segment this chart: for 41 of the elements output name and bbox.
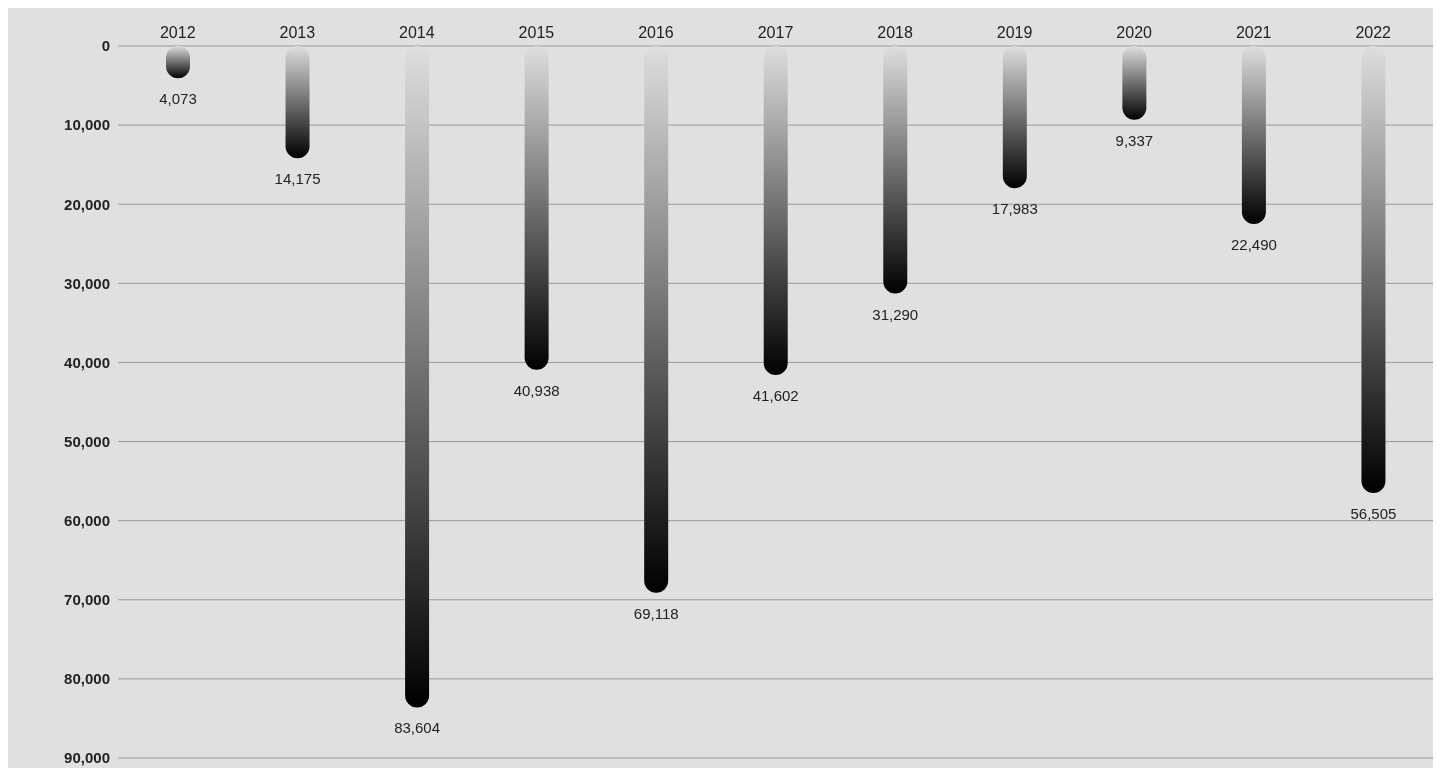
data-label: 40,938 (513, 381, 560, 399)
x-tick-label: 2020 (1116, 24, 1153, 41)
x-tick-label: 2019 (996, 24, 1033, 41)
data-label: 4,073 (159, 90, 197, 108)
y-tick-label: 60,000 (64, 511, 110, 529)
y-tick-label: 70,000 (64, 591, 110, 609)
y-tick-label: 10,000 (64, 116, 110, 134)
data-label: 83,604 (394, 719, 441, 737)
y-tick-label: 20,000 (64, 195, 110, 213)
y-tick-label: 90,000 (64, 749, 110, 767)
data-label: 69,118 (633, 604, 679, 622)
bar (1361, 46, 1386, 494)
data-label: 31,290 (872, 305, 919, 323)
x-tick-label: 2021 (1235, 24, 1272, 41)
y-tick-label: 50,000 (64, 432, 110, 450)
data-label: 9,337 (1115, 131, 1154, 149)
y-tick-label: 0 (101, 37, 110, 55)
bar (405, 46, 430, 708)
y-tick-label: 80,000 (64, 670, 110, 688)
bar (1241, 46, 1266, 224)
bar (763, 46, 788, 376)
x-tick-label: 2013 (279, 24, 316, 41)
x-tick-label: 2017 (757, 24, 794, 41)
data-label: 41,602 (752, 387, 799, 405)
data-label: 14,175 (274, 170, 321, 188)
data-label: 17,983 (991, 200, 1038, 218)
x-tick-label: 2012 (159, 24, 196, 41)
bar (1002, 46, 1027, 189)
x-tick-label: 2016 (638, 24, 674, 41)
x-tick-label: 2015 (518, 24, 555, 41)
data-label: 22,490 (1230, 235, 1277, 253)
x-tick-label: 2014 (399, 24, 435, 41)
y-tick-label: 40,000 (64, 353, 110, 371)
bar (524, 46, 549, 370)
bar (883, 46, 908, 294)
bar (644, 46, 669, 593)
x-tick-label: 2022 (1355, 24, 1392, 41)
data-label: 56,505 (1350, 505, 1397, 523)
x-tick-label: 2018 (877, 24, 913, 41)
bar (285, 46, 310, 159)
y-tick-label: 30,000 (64, 274, 110, 292)
